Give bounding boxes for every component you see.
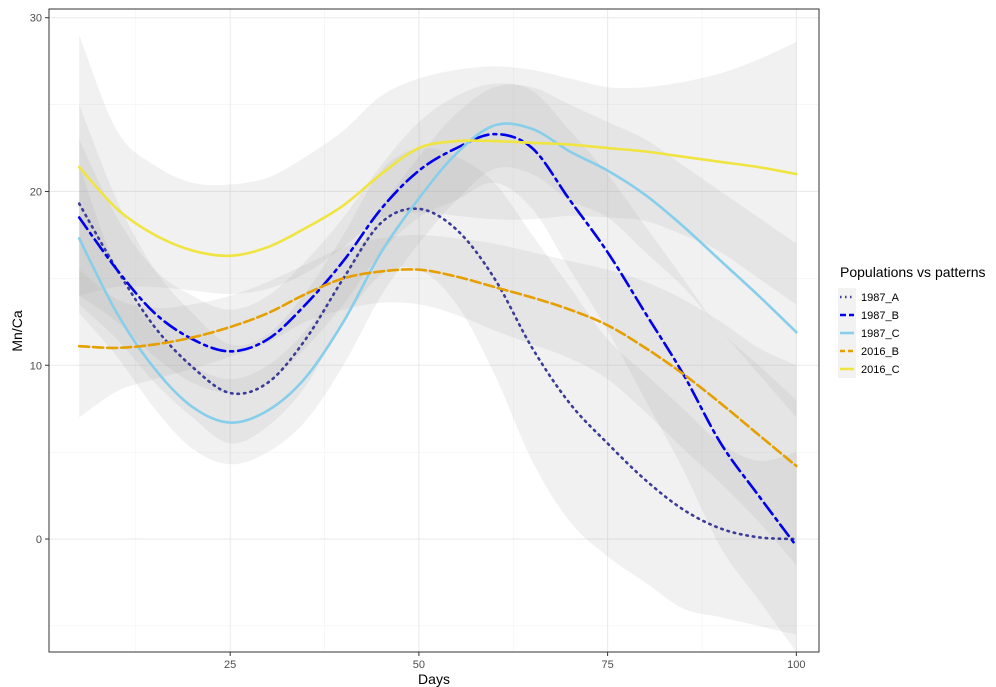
y-axis-title: Mn/Ca bbox=[9, 310, 25, 351]
legend-key-2016_B bbox=[838, 342, 856, 360]
grid bbox=[49, 9, 819, 652]
x-tick-label: 75 bbox=[602, 659, 614, 671]
legend-label-1987_C: 1987_C bbox=[861, 328, 900, 340]
series-line-2016_C bbox=[77, 139, 798, 258]
legend-title: Populations vs patterns bbox=[840, 264, 986, 280]
y-tick-label: 0 bbox=[36, 534, 42, 546]
series-line-2016_B bbox=[77, 268, 798, 468]
legend: Populations vs patterns 1987_A 1987_B 1987… bbox=[838, 264, 986, 378]
series-line-1987_C bbox=[77, 122, 798, 424]
confidence-band-1987_A bbox=[79, 104, 797, 635]
plot-border bbox=[48, 8, 820, 653]
legend-key-1987_B bbox=[838, 306, 856, 324]
legend-label-2016_B: 2016_B bbox=[861, 346, 899, 358]
x-axis-title: Days bbox=[418, 671, 450, 687]
series-line-1987_A bbox=[77, 202, 798, 541]
x-axis-ticks: 25 50 75 100 bbox=[224, 652, 806, 671]
legend-key-1987_A bbox=[838, 288, 856, 306]
x-tick-label: 25 bbox=[224, 659, 236, 671]
x-tick-label: 100 bbox=[787, 659, 805, 671]
y-tick-label: 20 bbox=[30, 186, 42, 198]
y-tick-label: 10 bbox=[30, 360, 42, 372]
confidence-band-2016_C bbox=[79, 35, 797, 305]
y-axis-ticks: 0 10 20 30 bbox=[30, 13, 49, 546]
confidence-band-1987_B bbox=[79, 83, 797, 652]
series-lines bbox=[77, 122, 798, 548]
confidence-band-1987_C bbox=[79, 84, 797, 465]
legend-label-2016_C: 2016_C bbox=[861, 364, 900, 376]
x-tick-label: 50 bbox=[413, 659, 425, 671]
legend-label-1987_A: 1987_A bbox=[861, 292, 900, 304]
plot-panel bbox=[49, 9, 819, 652]
y-tick-label: 30 bbox=[30, 13, 42, 25]
legend-label-1987_B: 1987_B bbox=[861, 310, 899, 322]
